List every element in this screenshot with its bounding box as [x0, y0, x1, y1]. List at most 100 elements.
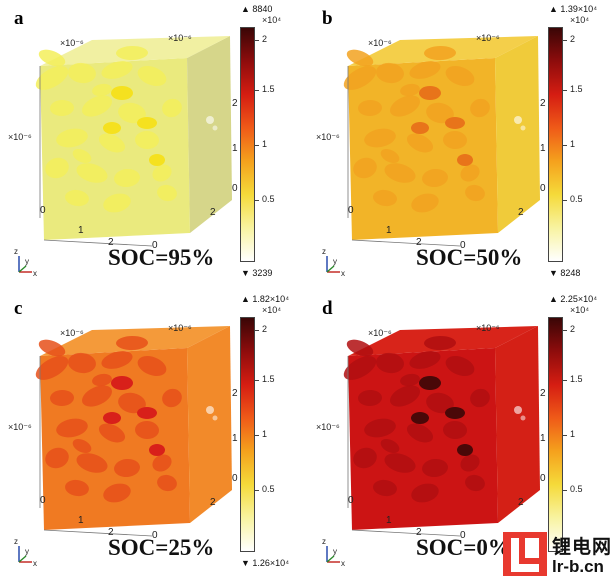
pore [50, 99, 74, 117]
soc-caption: SOC=25% [108, 535, 215, 560]
pore [72, 438, 92, 454]
pore [114, 168, 140, 188]
pore-hotspot [445, 117, 465, 129]
porous-electrode-3d [35, 326, 232, 537]
x-tick-label: 0 [348, 205, 354, 216]
sci-multiplier-left: ×10⁻⁶ [8, 422, 32, 432]
panel-label: d [322, 298, 333, 319]
colorbar-tick-mark [563, 330, 567, 331]
pore [101, 351, 133, 369]
x-tick-label: 1 [78, 515, 84, 526]
colorbar-max-label: ▲ 1.39×10⁴ [549, 4, 598, 14]
panel-label: a [14, 8, 24, 29]
x-tick-label: 1 [386, 225, 392, 236]
side-hole [206, 406, 214, 414]
colorbar-tick-label: 0.5 [262, 484, 275, 494]
pore [50, 389, 74, 407]
x-tick-label: 1 [386, 515, 392, 526]
pore [373, 479, 397, 497]
triad-y [18, 555, 27, 563]
pore-hotspot [111, 376, 133, 390]
triad-z-label: z [322, 247, 326, 256]
panel-c: c ×10⁻⁶ ×10⁻⁶ ×10⁻⁶ 0 1 2 0 2 0 1 2 2 1.5 1 0.5 ×10⁴ ▲ 1.… [0, 290, 307, 580]
colorbar-max-label: ▲ 2.25×10⁴ [549, 294, 598, 304]
pore [65, 479, 89, 497]
sci-multiplier-top-right: ×10⁻⁶ [168, 323, 192, 333]
triad-y [326, 265, 335, 273]
y-tick-label: 2 [518, 207, 524, 218]
pore-hotspot [111, 86, 133, 100]
axis-triad-icon: zyx [14, 537, 37, 568]
z-tick-label: 1 [232, 433, 238, 444]
sci-multiplier-top-right: ×10⁻⁶ [168, 33, 192, 43]
pore [422, 458, 448, 478]
pore [82, 385, 112, 407]
colorbar-tick-mark [563, 145, 567, 146]
colorbar-tick-mark [255, 380, 259, 381]
triad-x-label: x [341, 559, 345, 568]
pore [82, 95, 112, 117]
triad-z-label: z [14, 537, 18, 546]
colorbar-tick-mark [255, 90, 259, 91]
cube-side-face [187, 36, 232, 233]
pore [152, 454, 172, 472]
soc-caption: SOC=0% [416, 535, 511, 560]
pore [135, 420, 159, 440]
panel-label: b [322, 8, 333, 29]
axis-triad-icon: zyx [322, 537, 345, 568]
colorbar-tick-label: 1.5 [262, 374, 275, 384]
z-tick-label: 2 [232, 388, 238, 399]
colorbar-exponent: ×10⁴ [262, 305, 282, 315]
colorbar [240, 317, 255, 552]
pore [68, 62, 96, 84]
pore [384, 163, 416, 183]
pore [422, 168, 448, 188]
colorbar-tick-label: 1 [570, 429, 576, 439]
triad-z-label: z [14, 247, 18, 256]
pore [114, 458, 140, 478]
panel-b: b ×10⁻⁶ ×10⁻⁶ ×10⁻⁶ 0 1 2 0 2 0 1 2 2 1.5 1 0.5 ×10⁴ ▲ 1.… [308, 0, 615, 290]
pore [443, 130, 467, 150]
pore [118, 102, 146, 124]
x-tick-label: 1 [78, 225, 84, 236]
y-tick-label: 2 [210, 207, 216, 218]
pore-hotspot [457, 154, 473, 166]
colorbar-tick-label: 0.5 [570, 484, 583, 494]
colorbar-tick-mark [255, 490, 259, 491]
pore [426, 102, 454, 124]
colorbar-tick-mark [563, 90, 567, 91]
y-tick-label: 0 [460, 530, 466, 541]
colorbar-tick-label: 1.5 [570, 84, 583, 94]
pore [157, 474, 177, 492]
logo-mark [503, 532, 547, 576]
pore [460, 454, 480, 472]
pore [465, 474, 485, 492]
pore [76, 163, 108, 183]
triad-y-label: y [333, 547, 337, 556]
x-tick-label: 0 [348, 495, 354, 506]
pore [424, 45, 456, 61]
pore [364, 128, 396, 148]
pore [76, 453, 108, 473]
pore [346, 49, 374, 67]
triad-x-label: x [341, 269, 345, 278]
side-hole [212, 415, 218, 421]
pore [56, 128, 88, 148]
pore [376, 352, 404, 374]
pore [162, 388, 182, 408]
pore [358, 389, 382, 407]
colorbar-tick-mark [563, 490, 567, 491]
logo-url-text: lr-b.cn [552, 557, 604, 576]
pore [353, 157, 377, 179]
pore [443, 420, 467, 440]
colorbar [548, 317, 563, 552]
pore [162, 98, 182, 118]
pore [72, 148, 92, 164]
pore [343, 356, 377, 380]
pore [364, 418, 396, 438]
colorbar-tick-label: 0.5 [262, 194, 275, 204]
colorbar-tick-label: 2 [262, 324, 268, 334]
sci-multiplier-top-left: ×10⁻⁶ [368, 38, 392, 48]
sci-multiplier-top-left: ×10⁻⁶ [368, 328, 392, 338]
colorbar-min-label: ▼ 1.26×10⁴ [241, 558, 290, 568]
